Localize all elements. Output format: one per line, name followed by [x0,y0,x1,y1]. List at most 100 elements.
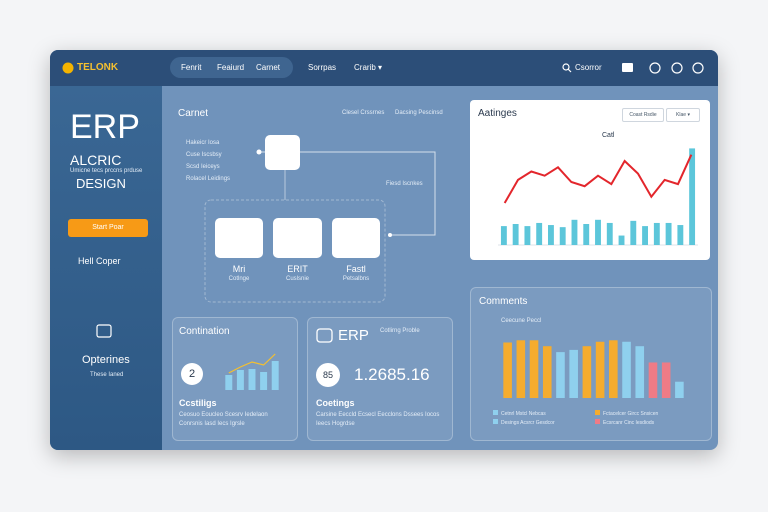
toolbar-icons [622,62,704,74]
section-icon [96,324,112,338]
app-window: TELONK Fenrit Feaiurd Carnet Sorrpas Cra… [50,50,718,450]
bar [548,225,554,245]
nav-item[interactable]: Feaiurd [217,63,245,72]
legend-swatch [595,410,600,415]
badge: 2 [181,363,203,385]
legend-swatch [493,419,498,424]
bar [260,372,268,390]
bar [524,226,531,245]
flow-list-item: Cuse Iscsbsy [186,152,222,158]
sidebar-title: ERP [70,108,140,146]
note: Ceosuo Eoucleo Scesrv Iedelaon Conrsnis … [179,412,268,427]
caption: Coetings [316,398,355,408]
legend-swatch [493,410,498,415]
flow-note: Dacsing Pescinsd [395,110,443,116]
flow-title: Carnet [178,108,209,119]
comments-chart [503,340,684,398]
bar [622,341,631,398]
flow-node-top[interactable] [265,135,300,170]
sidebar-subtitle: ALCRIC [70,152,122,168]
legend-text: Cetnrl Mstcl Nebcas [501,411,546,417]
bar [665,222,672,245]
bar [635,346,645,398]
flow-note: Fiesd Iscnkes [386,181,423,187]
bar [529,340,539,398]
bar [225,375,233,390]
continuation-title: Contination [179,326,230,337]
node-label: Mri [232,264,246,274]
legend-text: Desings Acsrcr Gesdcor [501,420,555,426]
bar [583,224,590,245]
nav-item[interactable]: Carnet [256,63,281,72]
legend-swatch [595,419,600,424]
bar [642,226,648,245]
ratings-panel: Aatinges Coast Rsdie Klae ▾ Catl [470,100,710,260]
bar [571,219,578,245]
top-bar: TELONK Fenrit Feaiurd Carnet Sorrpas Cra… [50,50,718,86]
search[interactable]: Csorror [575,63,602,72]
bar [500,226,507,245]
legend-item: Ecsrcanr Cinc Iesdiods [595,419,654,426]
bar [618,235,625,245]
nav-pill [170,57,293,78]
erp-icon [316,328,333,343]
line [503,154,693,204]
bar [536,222,543,245]
start-button[interactable]: Start Poar [68,219,148,237]
flow-list-item: Hakeicr Iosa [186,140,220,146]
ratings-button[interactable]: Klae ▾ [666,108,700,122]
bar [675,381,684,398]
legend-text: Fctacelcer Gircc Snsicen [603,411,659,417]
node-sub: Cotlnge [228,276,250,282]
flow-node[interactable] [273,218,322,258]
legend-item: Cetnrl Mstcl Nebcas [493,410,546,417]
bar [689,148,696,245]
bar [609,340,618,398]
comments-title: Comments [479,296,528,307]
bar [653,222,660,245]
ratings-button[interactable]: Coast Rsdie [622,108,664,122]
bar [556,352,565,398]
erp-value: 1.2685.16 [354,365,430,384]
sidebar-design: DESIGN [76,176,126,191]
nav-item[interactable]: Crarib ▾ [354,63,383,72]
ratings-title: Aatinges [478,108,517,119]
section-title: Opterines [82,354,130,366]
ratings-chart [498,148,698,246]
flow-note: Clesel Crssrnes [342,110,385,116]
bar [595,341,605,398]
flow-node[interactable] [332,218,380,258]
erp-panel: ERP Cotlirng Proble 85 1.2685.16 Coeting… [307,317,453,441]
bar [236,370,244,390]
logo-icon [62,62,74,74]
flow-node[interactable] [215,218,263,258]
erp-side: Cotlirng Proble [380,328,420,334]
sidebar-tagline: Umicne tecs prccns prduse [70,168,143,174]
search-icon [562,63,572,73]
node-label: ERIT [287,264,308,274]
note: Carsine Eeccld Ecsecl Eecclons Dssees Io… [316,412,440,427]
bar [630,220,637,245]
nav-item[interactable]: Sorrpas [308,63,337,72]
comments-subtitle: Ceecune Peccl [501,318,542,324]
bar [559,227,566,245]
legend-item: Desings Acsrcr Gesdcor [493,419,555,426]
help-link[interactable]: Hell Coper [78,256,121,266]
bar [512,224,519,245]
logo: TELONK [77,62,119,73]
section-note: These Ianed [90,372,124,378]
node-sub: Cuslsnie [285,276,309,282]
bar [569,349,578,398]
chart-title: Catl [602,132,615,139]
nav-item[interactable]: Fenrit [181,63,202,72]
bar [248,369,256,390]
node-sub: Petsalbns [342,276,370,282]
comments-panel: Comments Ceecune Peccl Cetnrl Mstcl Nebc… [470,287,712,441]
erp-title: ERP [338,327,369,344]
flow-list-item: Rolacel Leidings [186,176,231,182]
bar [271,361,279,390]
badge: 85 [316,363,340,387]
continuation-chart [225,353,279,390]
bar [542,346,552,398]
